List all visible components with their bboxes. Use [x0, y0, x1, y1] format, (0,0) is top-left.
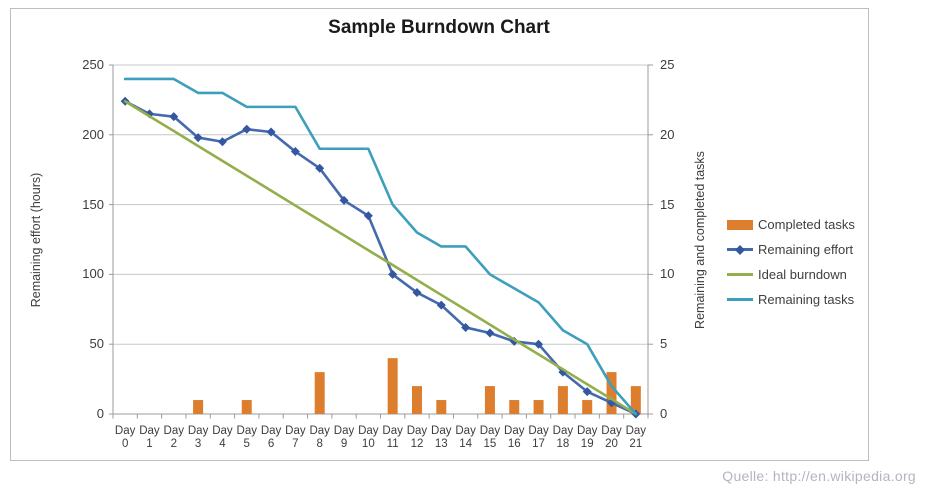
x-axis-tick: Day 19 — [576, 425, 598, 450]
x-axis-tick: Day 21 — [625, 425, 647, 450]
left-axis-title: Remaining effort (hours) — [29, 172, 43, 308]
remaining-effort-swatch — [727, 244, 753, 255]
axes — [109, 64, 653, 419]
left-axis-tick: 200 — [82, 126, 104, 142]
right-axis-tick: 20 — [660, 126, 675, 142]
x-axis-tick: Day 6 — [260, 425, 282, 450]
chart-frame — [10, 8, 869, 461]
x-axis-tick: Day 10 — [358, 425, 379, 450]
x-axis-tick: Day 12 — [406, 425, 428, 450]
x-axis-tick: Day 15 — [479, 425, 501, 450]
gridlines — [113, 64, 648, 345]
x-axis-tick: Day 14 — [455, 425, 476, 450]
ideal-burndown-swatch — [727, 273, 753, 276]
x-axis-tick: Day 17 — [528, 425, 549, 450]
x-axis-tick: Day 16 — [504, 425, 525, 450]
left-axis-tick: 250 — [82, 57, 104, 72]
x-axis-tick: Day 13 — [431, 425, 452, 450]
x-axis-tick: Day 5 — [236, 425, 257, 450]
right-axis-title: Remaining and completed tasks — [693, 151, 707, 329]
x-axis-tick: Day 4 — [212, 425, 233, 450]
series-remaining-effort — [120, 96, 641, 419]
left-axis-tick: 0 — [96, 406, 104, 421]
right-axis-tick: 25 — [660, 57, 675, 72]
right-axis-tick: 0 — [660, 406, 668, 421]
remaining-tasks-swatch — [727, 298, 753, 301]
x-axis-tick: Day 8 — [309, 425, 330, 450]
x-axis-tick: Day 1 — [139, 425, 160, 450]
series-ideal-burndown — [123, 99, 638, 416]
legend-label: Ideal burndown — [758, 267, 847, 282]
chart-title: Sample Burndown Chart — [328, 17, 550, 38]
x-axis-tick: Day 0 — [114, 425, 136, 450]
x-axis-tick: Day 20 — [601, 425, 622, 450]
legend-item-remaining-tasks: Remaining tasks — [727, 287, 855, 312]
legend-item-ideal-burndown: Ideal burndown — [727, 262, 855, 287]
x-axis-tick: Day 18 — [552, 425, 574, 450]
x-axis-tick: Day 11 — [382, 425, 403, 450]
completed-tasks-swatch — [727, 219, 753, 230]
left-axis-tick: 150 — [82, 196, 104, 212]
x-axis-tick: Day 7 — [285, 425, 306, 450]
legend: Completed tasks Remaining effort Ideal b… — [727, 212, 855, 312]
x-axis-tick: Day 9 — [333, 425, 355, 450]
diamond-marker-icon — [735, 244, 745, 255]
legend-label: Remaining tasks — [758, 292, 855, 307]
right-axis-tick: 10 — [660, 266, 675, 282]
legend-label: Remaining effort — [758, 242, 854, 257]
right-axis-tick: 15 — [660, 196, 675, 212]
x-axis-tick: Day 3 — [187, 425, 209, 450]
source-watermark: Quelle: http://en.wikipedia.org — [722, 468, 916, 484]
legend-label: Completed tasks — [758, 217, 855, 232]
right-axis-tick: 5 — [660, 336, 668, 352]
left-axis-tick: 100 — [82, 266, 104, 282]
left-axis-tick: 50 — [89, 336, 104, 352]
legend-item-completed-tasks: Completed tasks — [727, 212, 855, 237]
legend-item-remaining-effort: Remaining effort — [727, 237, 855, 262]
series-completed-tasks — [193, 358, 641, 414]
series-remaining-tasks — [123, 77, 638, 416]
x-axis-tick: Day 2 — [163, 425, 184, 450]
